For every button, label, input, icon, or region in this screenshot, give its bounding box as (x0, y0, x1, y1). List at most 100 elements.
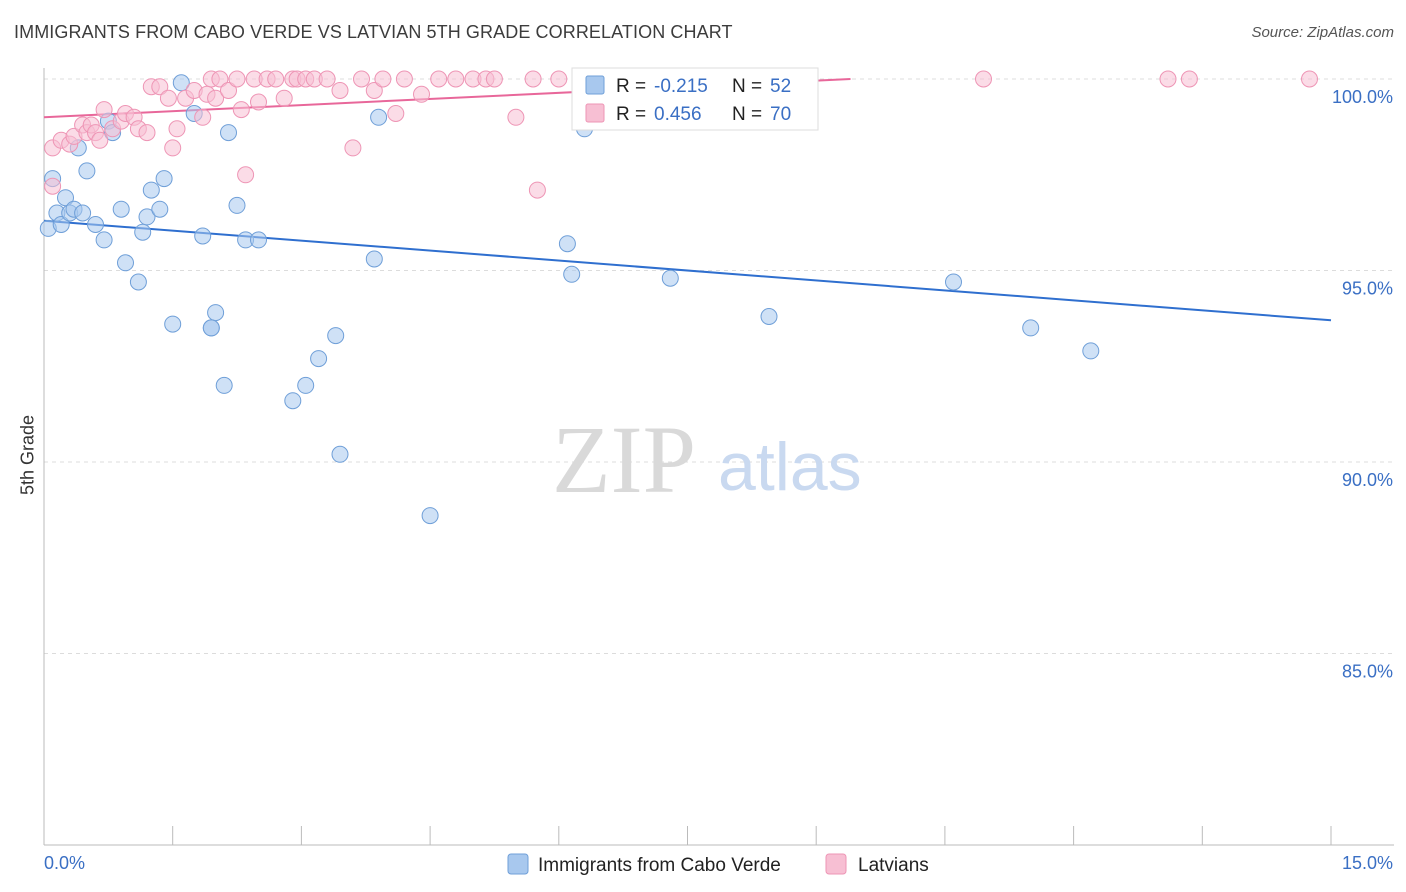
point-cabo-verde (74, 204, 92, 222)
point-latvians (331, 82, 349, 99)
point-cabo-verde (164, 315, 182, 333)
point-cabo-verde (1082, 342, 1100, 360)
chart-source: Source: ZipAtlas.com (1251, 24, 1394, 41)
point-latvians (151, 78, 169, 96)
point-cabo-verde (327, 327, 345, 345)
legend-r-label: R = (616, 76, 646, 97)
point-cabo-verde (331, 445, 349, 463)
point-latvians (447, 70, 465, 88)
point-cabo-verde (142, 181, 160, 199)
point-cabo-verde (134, 223, 152, 241)
point-latvians (1180, 70, 1198, 88)
point-latvians (228, 70, 246, 88)
x-tick-label-min: 0.0% (44, 853, 85, 873)
point-cabo-verde (760, 308, 778, 325)
point-cabo-verde (661, 269, 679, 287)
point-cabo-verde (151, 200, 169, 218)
point-latvians (374, 70, 392, 88)
point-latvians (237, 166, 255, 184)
axes (43, 68, 1394, 846)
point-cabo-verde (112, 200, 130, 218)
point-latvians (211, 70, 229, 88)
point-latvians (318, 70, 336, 88)
legend-label-cabo-verde: Immigrants from Cabo Verde (538, 855, 781, 876)
point-latvians (430, 70, 448, 88)
point-cabo-verde (117, 254, 134, 272)
point-latvians (164, 139, 182, 157)
point-cabo-verde (155, 170, 173, 188)
x-tick-labels: 0.0% 15.0% (44, 853, 1393, 873)
point-cabo-verde (1022, 319, 1040, 337)
point-latvians (1301, 70, 1318, 88)
x-tick-label-max: 15.0% (1342, 853, 1393, 873)
point-cabo-verde (52, 216, 70, 233)
legend-swatch-cabo-verde (507, 853, 529, 875)
point-latvians (275, 89, 293, 107)
point-latvians (220, 82, 237, 99)
point-latvians (975, 70, 992, 88)
legend-box (571, 67, 819, 131)
point-latvians (194, 108, 212, 126)
point-latvians (387, 105, 405, 122)
point-cabo-verde (78, 162, 96, 180)
point-cabo-verde (129, 273, 147, 291)
legend-swatch-cabo-verde (585, 75, 605, 95)
point-latvians (395, 70, 413, 88)
point-cabo-verde (563, 265, 581, 283)
point-latvians (550, 70, 568, 88)
data-points (39, 70, 1318, 525)
gridlines (44, 78, 1394, 654)
point-latvians (91, 131, 109, 149)
point-latvians (207, 89, 225, 107)
point-latvians (267, 70, 285, 88)
chart-title: IMMIGRANTS FROM CABO VERDE VS LATVIAN 5T… (14, 22, 733, 42)
legend-r-label: R = (616, 104, 646, 125)
y-tick-label: 90.0% (1342, 470, 1393, 490)
point-cabo-verde (95, 231, 113, 249)
legend-n-value: 52 (770, 76, 791, 97)
point-cabo-verde (558, 235, 576, 253)
watermark-zip: ZIP (552, 406, 696, 513)
legend-n-label: N = (732, 76, 762, 97)
legend-n-label: N = (732, 104, 762, 125)
point-cabo-verde (365, 250, 383, 268)
watermark-atlas: atlas (718, 429, 862, 505)
point-cabo-verde (220, 124, 237, 142)
point-cabo-verde (207, 304, 225, 322)
point-cabo-verde (297, 376, 315, 394)
point-latvians (168, 120, 186, 138)
point-latvians (485, 70, 503, 88)
point-cabo-verde (87, 216, 104, 233)
point-latvians (353, 70, 370, 88)
point-latvians (159, 89, 177, 107)
legend-r-value: -0.215 (654, 76, 708, 97)
point-latvians (250, 93, 267, 111)
point-cabo-verde (194, 227, 212, 245)
point-latvians (138, 124, 156, 142)
legend-label-latvians: Latvians (858, 855, 929, 876)
watermark: ZIP atlas (552, 406, 862, 513)
point-cabo-verde (215, 376, 233, 394)
y-tick-labels: 100.0% 95.0% 90.0% 85.0% (1332, 87, 1393, 682)
point-cabo-verde (284, 392, 302, 410)
point-latvians (44, 177, 62, 195)
y-tick-label: 100.0% (1332, 87, 1393, 107)
y-tick-label: 85.0% (1342, 662, 1393, 682)
point-cabo-verde (421, 507, 439, 525)
correlation-legend: R = -0.215 N = 52 R = 0.456 N = 70 (571, 67, 819, 131)
point-cabo-verde (310, 350, 328, 368)
point-cabo-verde (138, 208, 156, 226)
legend-r-value: 0.456 (654, 104, 702, 125)
legend-swatch-latvians (825, 853, 847, 875)
point-latvians (413, 85, 430, 103)
point-cabo-verde (172, 74, 190, 92)
legend-n-value: 70 (770, 104, 791, 125)
point-latvians (365, 82, 383, 99)
point-latvians (507, 108, 525, 126)
point-latvians (524, 70, 542, 88)
point-latvians (232, 101, 250, 119)
point-cabo-verde (370, 108, 388, 126)
point-latvians (344, 139, 362, 157)
series-legend: Immigrants from Cabo Verde Latvians (507, 853, 929, 876)
